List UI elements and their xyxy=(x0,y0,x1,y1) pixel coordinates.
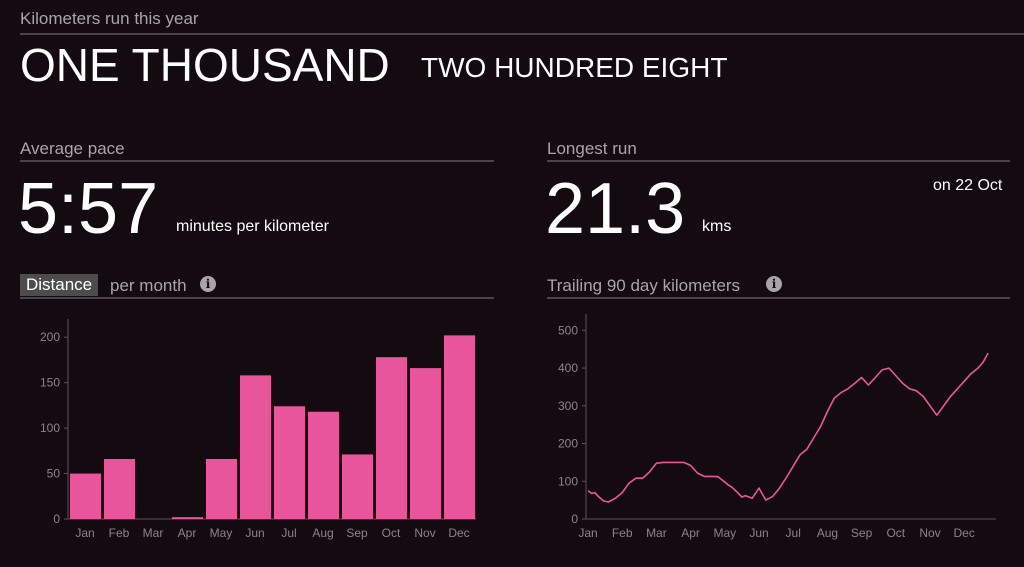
trailing-panel-label: Trailing 90 day kilometers xyxy=(547,276,741,295)
pace-value: 5:57 xyxy=(18,169,159,249)
longest-run-value: 21.3 xyxy=(545,169,686,249)
bar xyxy=(104,459,135,519)
x-tick-label: Jul xyxy=(281,526,296,540)
x-tick-label: Jan xyxy=(75,526,94,540)
bar xyxy=(410,368,441,519)
bar xyxy=(70,473,101,519)
bar xyxy=(444,335,475,519)
y-tick-label: 200 xyxy=(558,437,578,451)
x-tick-label: Jan xyxy=(578,526,597,540)
x-tick-label: Jun xyxy=(749,526,768,540)
distance-panel-suffix: per month xyxy=(110,276,187,295)
y-tick-label: 300 xyxy=(558,399,578,413)
y-tick-label: 100 xyxy=(40,421,60,435)
x-tick-label: Jun xyxy=(245,526,264,540)
total-words-large: ONE THOUSAND xyxy=(20,39,390,91)
x-tick-label: Apr xyxy=(178,526,197,540)
x-tick-label: Nov xyxy=(919,526,940,540)
pace-unit: minutes per kilometer xyxy=(176,218,329,235)
x-tick-label: Feb xyxy=(612,526,633,540)
y-tick-label: 0 xyxy=(53,512,60,526)
distance-bar-chart: 0 50 100 150 200 Jan Feb Mar Apr May Jun Jul Aug Sep O… xyxy=(40,319,476,540)
x-tick-label: May xyxy=(210,526,233,540)
total-label: Kilometers run this year xyxy=(20,9,199,28)
distance-tab[interactable]: Distance xyxy=(20,274,99,296)
info-icon[interactable]: i xyxy=(200,276,216,292)
bar xyxy=(172,517,203,519)
y-tick-label: 0 xyxy=(571,512,578,526)
x-tick-label: Oct xyxy=(382,526,401,540)
x-tick-label: Feb xyxy=(109,526,130,540)
pace-label: Average pace xyxy=(20,139,125,158)
longest-run-unit: kms xyxy=(702,218,732,235)
bar xyxy=(342,454,373,519)
x-tick-label: Sep xyxy=(851,526,873,540)
total-divider xyxy=(20,33,1024,35)
x-tick-label: Mar xyxy=(646,526,667,540)
bar xyxy=(206,459,237,519)
longest-run-date: on 22 Oct xyxy=(933,177,1003,194)
bar xyxy=(308,411,339,519)
y-tick-label: 150 xyxy=(40,376,60,390)
info-icon[interactable]: i xyxy=(766,276,782,292)
bar xyxy=(274,406,305,519)
x-tick-label: May xyxy=(713,526,736,540)
pace-divider xyxy=(20,160,494,162)
longest-run-divider xyxy=(547,160,1010,162)
y-tick-label: 400 xyxy=(558,361,578,375)
y-tick-label: 500 xyxy=(558,323,578,337)
x-tick-label: Nov xyxy=(414,526,435,540)
x-tick-label: Apr xyxy=(681,526,700,540)
x-tick-label: Jul xyxy=(786,526,801,540)
x-tick-label: Oct xyxy=(886,526,905,540)
bar xyxy=(376,357,407,519)
x-tick-label: Dec xyxy=(954,526,975,540)
y-tick-label: 200 xyxy=(40,330,60,344)
bar xyxy=(240,375,271,519)
series-line xyxy=(587,352,989,503)
y-tick-label: 100 xyxy=(558,474,578,488)
x-tick-label: Dec xyxy=(448,526,469,540)
x-tick-label: Aug xyxy=(312,526,333,540)
total-words-small: TWO HUNDRED EIGHT xyxy=(421,52,728,83)
longest-run-label: Longest run xyxy=(547,139,637,158)
x-tick-label: Mar xyxy=(143,526,164,540)
trailing-line-chart: 0 100 200 300 400 500 Jan Feb Mar Apr May Jun Jul Aug… xyxy=(558,314,996,540)
x-tick-label: Aug xyxy=(817,526,838,540)
x-tick-label: Sep xyxy=(346,526,368,540)
trailing-divider xyxy=(547,297,1010,299)
y-tick-label: 50 xyxy=(47,467,61,481)
distance-divider xyxy=(20,297,494,299)
